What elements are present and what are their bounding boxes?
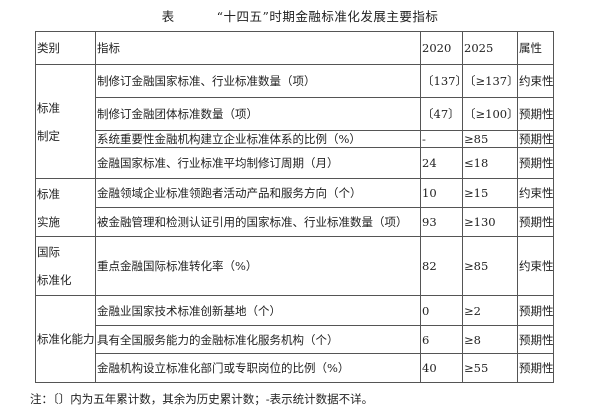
- category-label: 国际: [37, 245, 60, 259]
- indicator-cell: 金融业国家技术标准创新基地（个）: [95, 295, 421, 326]
- attr-cell: 预期性: [517, 207, 554, 237]
- header-cell: 2025: [462, 31, 518, 65]
- category-label: 标准: [37, 186, 60, 201]
- attr-cell: 预期性: [517, 295, 554, 326]
- header-row: 类别 指标 2020 2025 属性: [35, 31, 554, 65]
- category-cell: 国际 标准化: [35, 236, 96, 296]
- y2025-cell: ≥85: [462, 236, 518, 296]
- category-cell: 标准 实施: [35, 178, 96, 237]
- y2025-cell: 〔≥137〕: [462, 64, 518, 98]
- attr-cell: 预期性: [517, 353, 554, 383]
- header-cell: 属性: [517, 31, 554, 65]
- table-row: 标准 实施 金融领域企业标准领跑者活动产品和服务方向（个） 10 ≥15 约束性: [35, 178, 554, 237]
- table-row: 金融国家标准、行业标准平均制修订周期（月） 24 ≤18 预期性: [36, 147, 554, 179]
- indicator-cell: 重点金融国际标准转化率（%）: [95, 236, 421, 296]
- category-label: 实施: [37, 214, 60, 229]
- table-row: 国际 标准化 重点金融国际标准转化率（%） 82 ≥85 约束性: [35, 236, 554, 296]
- y2025-cell: ≥2: [462, 295, 518, 326]
- table-row: 被金融管理和检测认证引用的国家标准、行业标准数量（项） 93 ≥130 预期性: [36, 207, 554, 237]
- y2025-cell: ≥15: [462, 178, 518, 208]
- table-row: 标准 制定 制修订金融国家标准、行业标准数量（项） 〔137〕 〔≥137〕 约束性: [35, 64, 554, 179]
- y2025-cell: ≥55: [462, 353, 518, 383]
- indicator-cell: 被金融管理和检测认证引用的国家标准、行业标准数量（项）: [95, 207, 421, 237]
- category-label: 标准化能力: [37, 332, 95, 346]
- table-label: 表: [161, 9, 175, 24]
- indicator-cell: 制修订金融团体标准数量（项）: [95, 97, 421, 131]
- attr-cell: 预期性: [517, 97, 554, 131]
- indicator-cell: 金融机构设立标准化部门或专职岗位的比例（%）: [95, 353, 421, 383]
- header-cell: 指标: [95, 31, 421, 65]
- category-label: 标准: [37, 100, 60, 115]
- category-cell: 标准化能力: [35, 295, 96, 383]
- table-row: 标准化能力 金融业国家技术标准创新基地（个） 0 ≥2 预期性: [35, 295, 554, 383]
- y2020-cell: 40: [420, 353, 463, 383]
- indicator-cell: 系统重要性金融机构建立企业标准体系的比例（%）: [95, 130, 421, 148]
- table-title-text: “十四五”时期金融标准化发展主要指标: [216, 9, 439, 24]
- y2020-cell: -: [420, 130, 463, 148]
- category-label: 制定: [37, 128, 60, 143]
- attr-cell: 预期性: [517, 325, 554, 354]
- indicator-cell: 金融领域企业标准领跑者活动产品和服务方向（个）: [95, 178, 421, 208]
- table-row: 系统重要性金融机构建立企业标准体系的比例（%） - ≥85 预期性: [36, 130, 554, 148]
- y2020-cell: 〔47〕: [420, 97, 463, 131]
- y2020-cell: 〔137〕: [420, 64, 463, 98]
- indicators-table: 类别 指标 2020 2025 属性 标准 制定 制修订金融国家标准、行业标准数量（…: [35, 31, 554, 383]
- y2025-cell: ≥130: [462, 207, 518, 237]
- y2020-cell: 93: [420, 207, 463, 237]
- table-note: 注：〔〕内为五年累计数，其余为历史累计数；-表示统计数据不详。: [30, 392, 374, 406]
- y2020-cell: 24: [420, 147, 463, 179]
- attr-cell: 约束性: [517, 236, 554, 296]
- y2025-cell: ≥8: [462, 325, 518, 354]
- table-row: 金融机构设立标准化部门或专职岗位的比例（%） 40 ≥55 预期性: [36, 353, 554, 383]
- indicator-cell: 具有全国服务能力的金融标准化服务机构（个）: [95, 325, 421, 354]
- y2025-cell: ≤18: [462, 147, 518, 179]
- attr-cell: 约束性: [517, 178, 554, 208]
- y2025-cell: 〔≥100〕: [462, 97, 518, 131]
- attr-cell: 预期性: [517, 130, 554, 148]
- indicator-cell: 金融国家标准、行业标准平均制修订周期（月）: [95, 147, 421, 179]
- y2020-cell: 6: [420, 325, 463, 354]
- indicator-cell: 制修订金融国家标准、行业标准数量（项）: [95, 64, 421, 98]
- y2020-cell: 82: [420, 236, 463, 296]
- category-cell: 标准 制定: [35, 64, 96, 179]
- y2020-cell: 0: [420, 295, 463, 326]
- category-label: 标准化: [37, 273, 72, 287]
- y2020-cell: 10: [420, 178, 463, 208]
- header-cell: 类别: [35, 31, 96, 65]
- table-row: 具有全国服务能力的金融标准化服务机构（个） 6 ≥8 预期性: [36, 325, 554, 354]
- table-title: 表 “十四五”时期金融标准化发展主要指标: [0, 6, 600, 25]
- attr-cell: 约束性: [517, 64, 554, 98]
- y2025-cell: ≥85: [462, 130, 518, 148]
- table-row: 制修订金融团体标准数量（项） 〔47〕 〔≥100〕 预期性: [36, 97, 554, 131]
- attr-cell: 预期性: [517, 147, 554, 179]
- header-cell: 2020: [420, 31, 463, 65]
